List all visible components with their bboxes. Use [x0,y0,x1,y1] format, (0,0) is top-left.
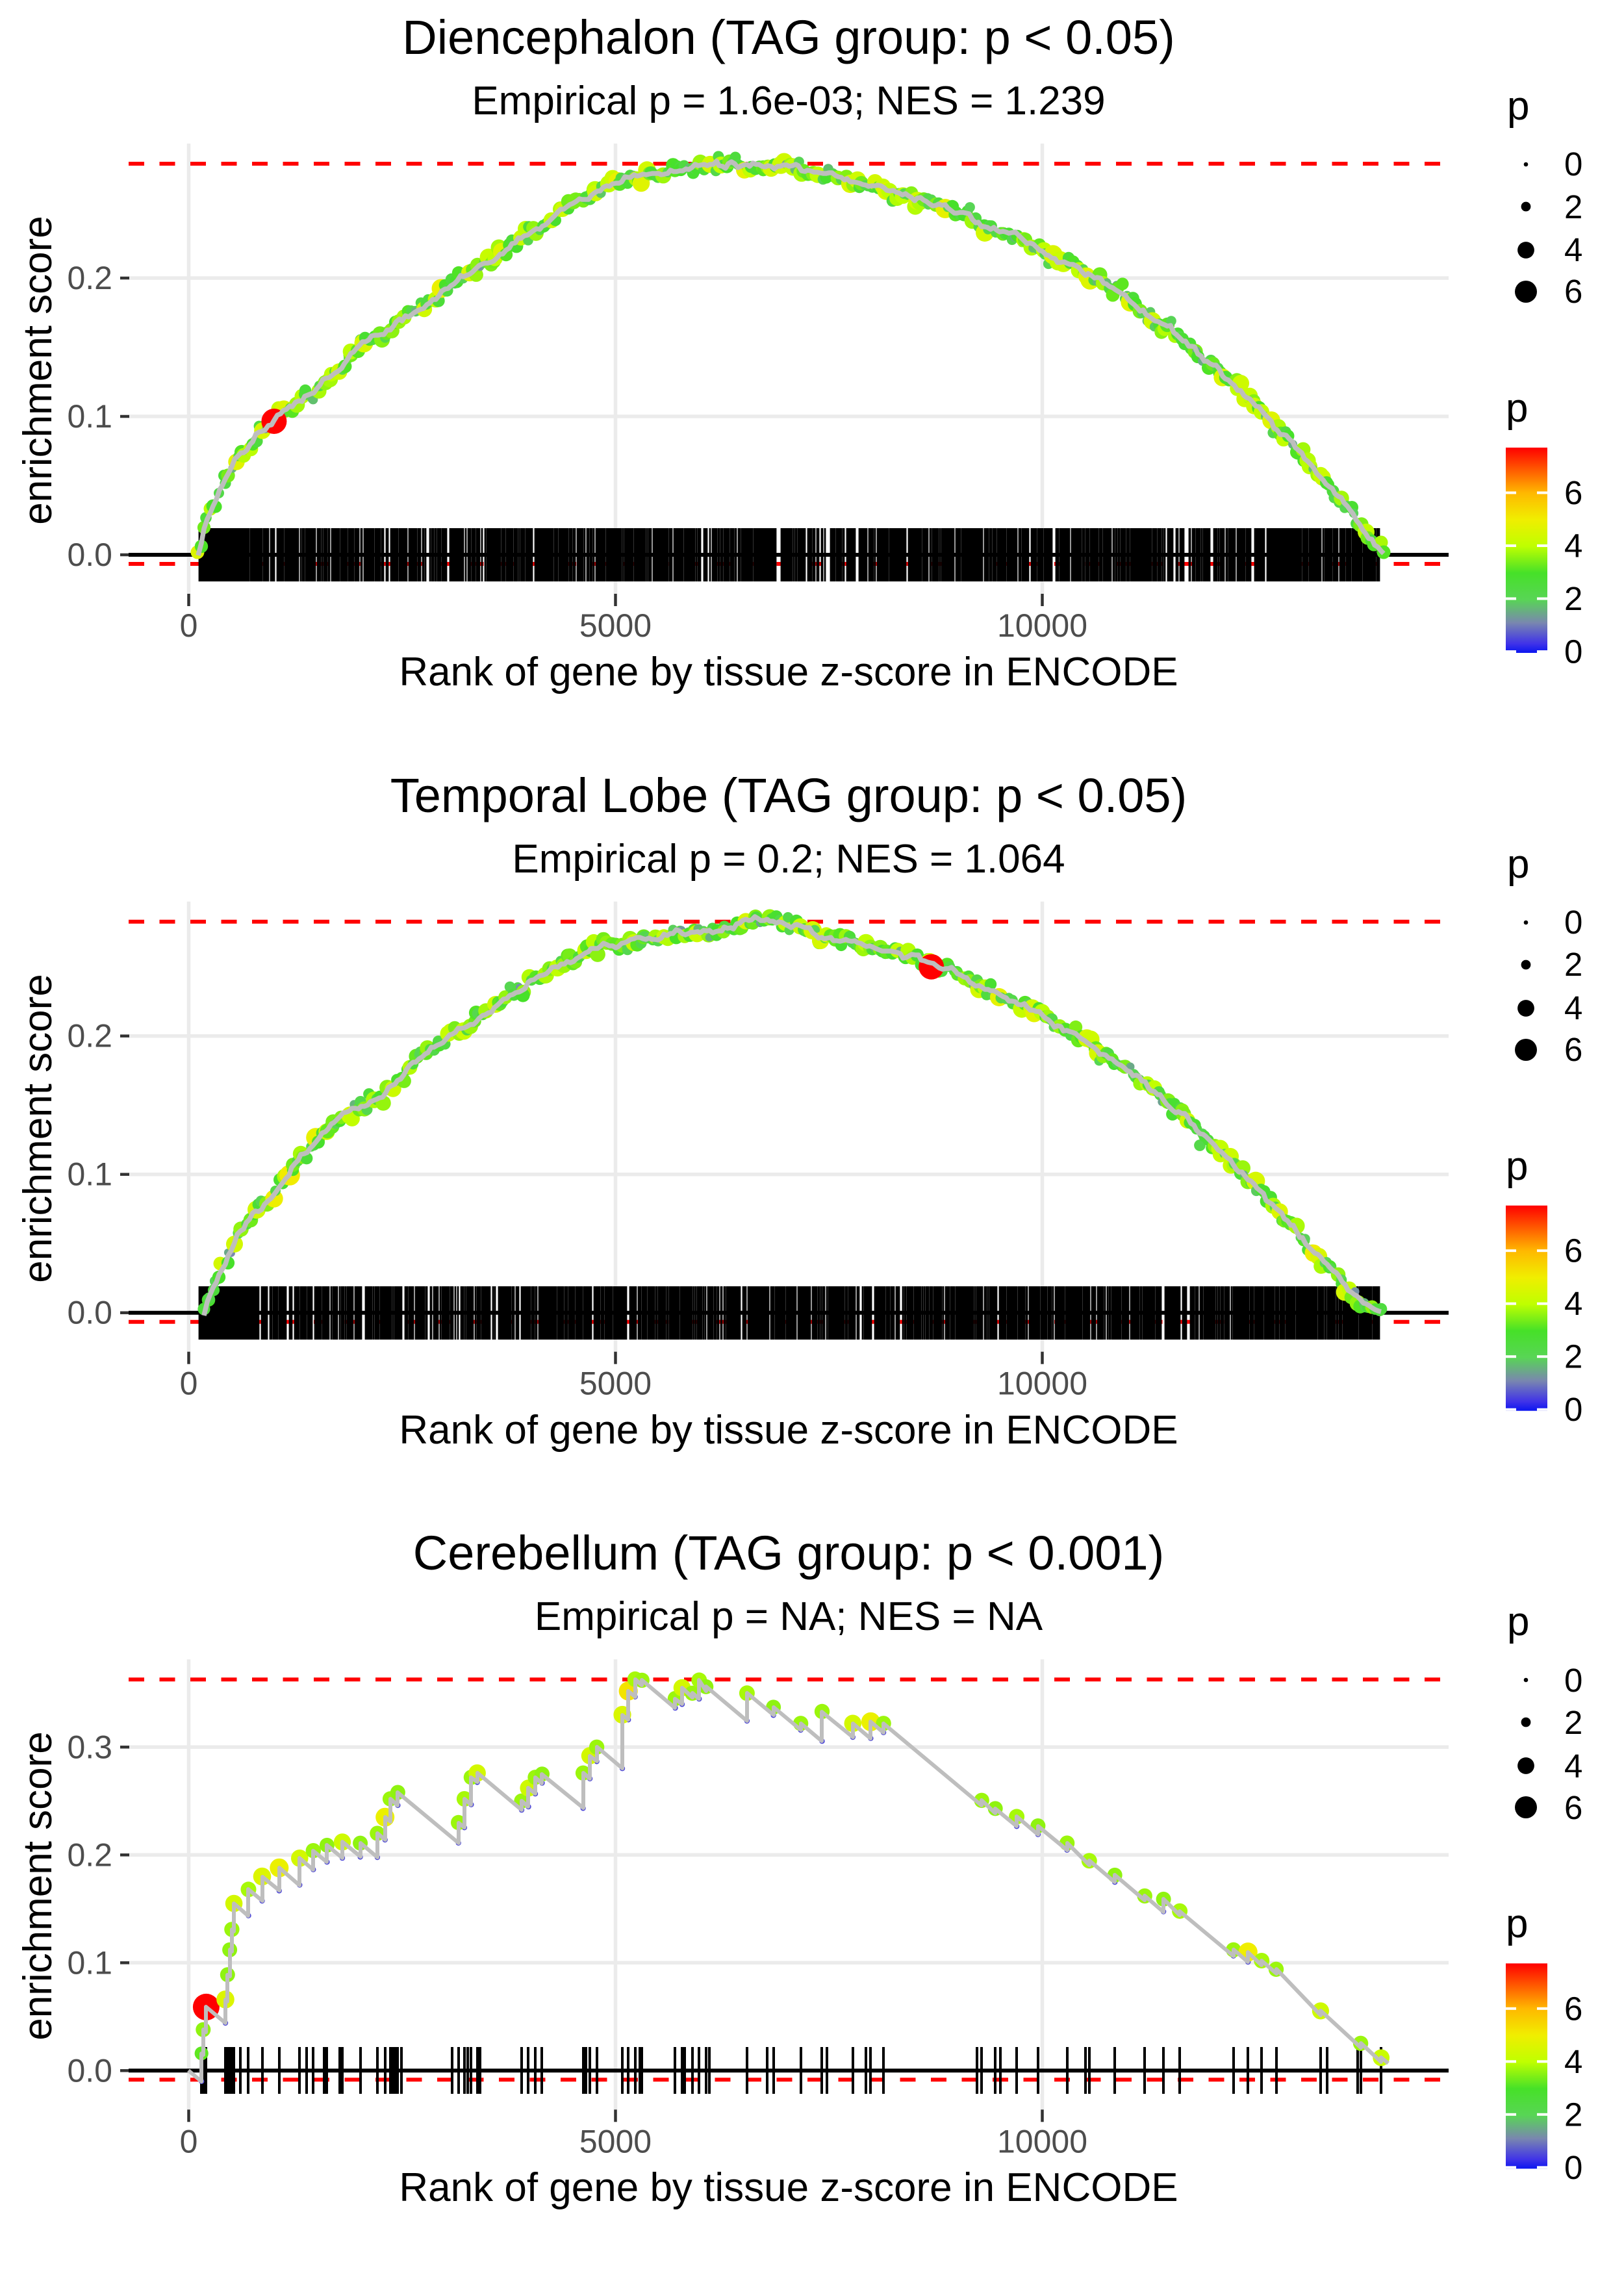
svg-text:0: 0 [1564,146,1582,183]
svg-text:0.2: 0.2 [67,1018,112,1054]
svg-text:enrichment score: enrichment score [16,1731,60,2041]
svg-text:enrichment score: enrichment score [16,974,60,1283]
svg-text:10000: 10000 [997,607,1087,644]
svg-text:2: 2 [1564,188,1582,225]
svg-text:4: 4 [1564,2043,1582,2080]
svg-text:0.1: 0.1 [67,1944,112,1981]
svg-text:0.2: 0.2 [67,1837,112,1873]
svg-text:p: p [1506,386,1528,431]
svg-text:Rank of gene by tissue z-score: Rank of gene by tissue z-score in ENCODE [399,1408,1178,1453]
svg-text:4: 4 [1564,989,1582,1026]
svg-text:0: 0 [1564,2149,1582,2186]
svg-text:6: 6 [1564,1232,1582,1269]
svg-text:0: 0 [1564,904,1582,941]
svg-text:Cerebellum (TAG group: p < 0.0: Cerebellum (TAG group: p < 0.001) [413,1526,1164,1580]
svg-text:10000: 10000 [997,2123,1087,2159]
svg-text:0.1: 0.1 [67,1156,112,1193]
svg-text:p: p [1507,1599,1529,1644]
svg-text:0.0: 0.0 [67,2052,112,2089]
svg-text:2: 2 [1564,2096,1582,2133]
svg-text:0.2: 0.2 [67,260,112,296]
svg-text:2: 2 [1564,1338,1582,1375]
svg-text:4: 4 [1564,1285,1582,1322]
svg-text:5000: 5000 [579,607,652,644]
svg-text:4: 4 [1564,1748,1582,1785]
svg-text:0.0: 0.0 [67,1295,112,1331]
svg-text:2: 2 [1564,946,1582,983]
svg-text:0.1: 0.1 [67,398,112,435]
svg-text:6: 6 [1564,1031,1582,1068]
svg-text:Empirical p = 1.6e-03; NES = 1: Empirical p = 1.6e-03; NES = 1.239 [472,79,1105,123]
svg-text:2: 2 [1564,1704,1582,1741]
svg-text:p: p [1507,842,1529,887]
svg-text:4: 4 [1564,231,1582,268]
svg-text:0.0: 0.0 [67,537,112,573]
svg-text:6: 6 [1564,1789,1582,1826]
svg-text:Rank of gene by tissue z-score: Rank of gene by tissue z-score in ENCODE [399,2165,1178,2210]
svg-text:4: 4 [1564,528,1582,565]
svg-text:5000: 5000 [579,1366,652,1402]
svg-text:0: 0 [180,2123,198,2159]
svg-text:0: 0 [1564,1662,1582,1699]
svg-text:enrichment score: enrichment score [16,216,60,525]
svg-text:6: 6 [1564,1990,1582,2027]
svg-text:0.3: 0.3 [67,1729,112,1765]
svg-text:p: p [1506,1144,1528,1189]
svg-text:Empirical p = NA; NES = NA: Empirical p = NA; NES = NA [535,1594,1043,1639]
svg-text:p: p [1507,84,1529,129]
svg-text:0: 0 [1564,1391,1582,1428]
svg-text:0: 0 [1564,633,1582,670]
svg-text:5000: 5000 [579,2123,652,2159]
svg-text:2: 2 [1564,580,1582,617]
svg-text:Rank of gene by tissue z-score: Rank of gene by tissue z-score in ENCODE [399,650,1178,694]
svg-text:Empirical p = 0.2; NES = 1.064: Empirical p = 0.2; NES = 1.064 [512,837,1065,882]
svg-text:6: 6 [1564,474,1582,511]
svg-text:10000: 10000 [997,1366,1087,1402]
svg-text:0: 0 [180,607,198,644]
svg-text:Temporal Lobe (TAG group: p <: Temporal Lobe (TAG group: p < 0.05) [390,769,1187,822]
svg-text:p: p [1506,1902,1528,1946]
svg-text:Diencephalon (TAG group: p < 0: Diencephalon (TAG group: p < 0.05) [402,10,1175,64]
svg-text:6: 6 [1564,273,1582,310]
svg-text:0: 0 [180,1366,198,1402]
